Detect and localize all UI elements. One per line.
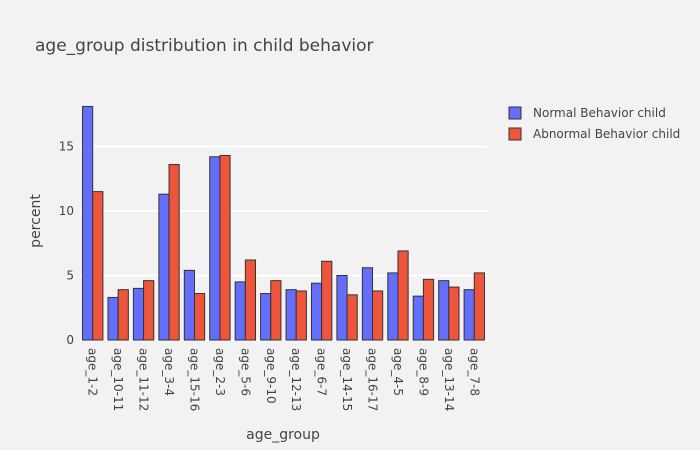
- bar-normal-age_9-10[interactable]: [260, 293, 272, 341]
- bar-abnormal-age_14-15[interactable]: [346, 294, 358, 341]
- x-tick-label: age_15-16: [187, 348, 201, 411]
- x-tick-label: age_10-11: [111, 348, 125, 411]
- bar-normal-age_3-4[interactable]: [158, 193, 170, 341]
- bar-abnormal-age_11-12[interactable]: [143, 280, 155, 341]
- bar-abnormal-age_16-17[interactable]: [372, 290, 384, 341]
- x-tick-label: age_6-7: [315, 348, 329, 396]
- y-tick-label: 15: [59, 139, 74, 153]
- bar-abnormal-age_6-7[interactable]: [321, 260, 333, 341]
- bar-abnormal-age_4-5[interactable]: [397, 250, 409, 341]
- bar-normal-age_10-11[interactable]: [107, 296, 119, 341]
- bar-normal-age_2-3[interactable]: [209, 156, 221, 341]
- bar-abnormal-age_12-13[interactable]: [295, 290, 307, 341]
- x-tick-label: age_12-13: [289, 348, 303, 411]
- bar-normal-age_12-13[interactable]: [285, 289, 297, 341]
- bar-abnormal-age_3-4[interactable]: [168, 164, 180, 341]
- bar-abnormal-age_7-8[interactable]: [473, 272, 485, 341]
- bar-normal-age_14-15[interactable]: [336, 274, 348, 341]
- x-tick-label: age_16-17: [366, 348, 380, 411]
- x-tick-label: age_4-5: [391, 348, 405, 396]
- bar-abnormal-age_13-14[interactable]: [448, 286, 460, 341]
- x-axis-ticks: age_1-2 age_10-11 age_11-12 age_3-4 age_15-1…: [86, 348, 482, 411]
- bar-abnormal-age_9-10[interactable]: [270, 280, 282, 341]
- x-tick-label: age_2-3: [213, 348, 227, 396]
- x-tick-label: age_11-12: [137, 348, 151, 411]
- legend[interactable]: Normal Behavior child Abnormal Behavior c…: [508, 106, 680, 141]
- legend-label[interactable]: Normal Behavior child: [533, 106, 666, 120]
- bar-normal-age_8-9[interactable]: [412, 295, 424, 341]
- y-axis-title: percent: [28, 194, 44, 248]
- x-tick-label: age_7-8: [467, 348, 481, 396]
- y-tick-label: 5: [66, 268, 74, 282]
- y-tick-label: 0: [66, 333, 74, 347]
- bar-abnormal-age_2-3[interactable]: [219, 154, 231, 341]
- x-tick-label: age_5-6: [238, 348, 252, 396]
- x-tick-label: age_3-4: [162, 348, 176, 396]
- bar-normal-age_13-14[interactable]: [438, 280, 450, 341]
- bar-normal-age_6-7[interactable]: [310, 282, 323, 341]
- bar-normal-age_5-6[interactable]: [234, 281, 246, 341]
- bar-normal-age_16-17[interactable]: [361, 267, 374, 341]
- x-axis-title: age_group: [246, 427, 320, 443]
- bar-normal-age_11-12[interactable]: [132, 287, 145, 341]
- x-tick-label: age_14-15: [340, 348, 354, 411]
- bar-abnormal-age_5-6[interactable]: [244, 259, 257, 341]
- bars: [82, 105, 485, 341]
- x-tick-label: age_8-9: [416, 348, 430, 396]
- bar-normal-age_4-5[interactable]: [387, 272, 399, 341]
- legend-swatch[interactable]: [508, 106, 522, 120]
- chart-title: age_group distribution in child behavior: [35, 36, 374, 56]
- bar-normal-age_15-16[interactable]: [183, 269, 195, 341]
- bar-abnormal-age_10-11[interactable]: [117, 289, 129, 341]
- legend-label[interactable]: Abnormal Behavior child: [533, 127, 680, 141]
- bar-abnormal-age_8-9[interactable]: [422, 278, 435, 341]
- bar-normal-age_1-2[interactable]: [82, 105, 94, 341]
- bar-abnormal-age_15-16[interactable]: [193, 293, 206, 341]
- bar-normal-age_7-8[interactable]: [463, 289, 475, 341]
- y-tick-label: 10: [59, 204, 74, 218]
- legend-swatch[interactable]: [508, 127, 522, 141]
- x-tick-label: age_13-14: [442, 348, 456, 411]
- x-tick-label: age_1-2: [86, 348, 100, 396]
- bar-abnormal-age_1-2[interactable]: [92, 191, 104, 341]
- x-tick-label: age_9-10: [264, 348, 278, 404]
- y-axis-ticks: 0 5 10 15: [59, 139, 74, 347]
